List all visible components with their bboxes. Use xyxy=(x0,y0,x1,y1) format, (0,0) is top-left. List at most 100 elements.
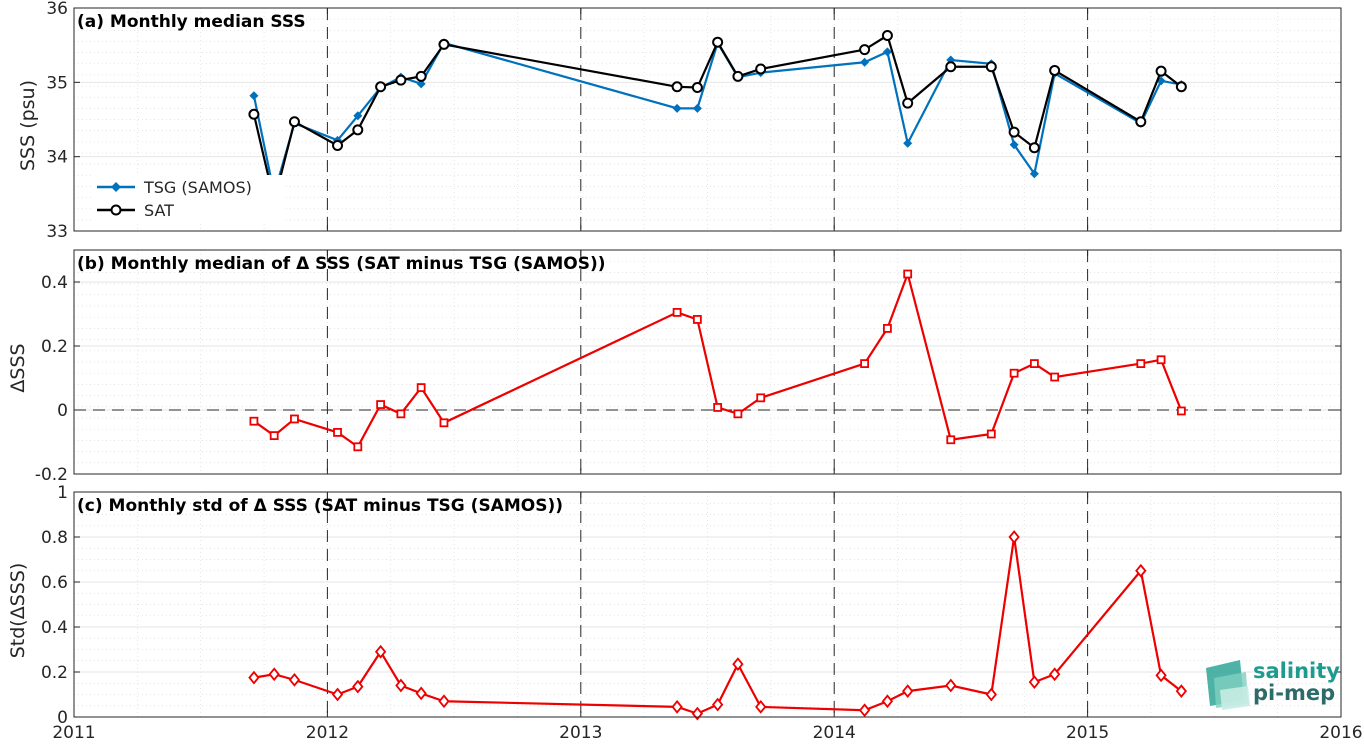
panel-c: 00.20.40.60.81 2011 2012 2013 2014 2015 2016 … xyxy=(7,483,1363,743)
x-tick-label: 2013 xyxy=(559,723,602,743)
legend-tsg-marker xyxy=(111,182,121,192)
data-point xyxy=(1156,355,1166,365)
y-tick-label: 0.4 xyxy=(41,273,68,293)
legend-sat-marker xyxy=(110,204,122,216)
y-tick-label: 34 xyxy=(46,148,68,168)
data-point xyxy=(1135,116,1147,128)
data-point xyxy=(946,435,956,445)
data-point xyxy=(353,442,363,452)
y-tick-label: 35 xyxy=(46,73,68,93)
data-point xyxy=(395,678,407,693)
data-point xyxy=(1155,668,1167,683)
data-point xyxy=(415,686,427,701)
data-point xyxy=(671,81,683,93)
legend: TSG (SAMOS) SAT xyxy=(93,175,283,223)
data-point xyxy=(692,103,702,113)
sat-line xyxy=(252,33,1183,202)
data-point xyxy=(881,30,893,42)
data-point xyxy=(860,57,870,67)
y-tick-label: 0 xyxy=(57,401,68,421)
data-point xyxy=(248,108,260,120)
panel-c-title: (c) Monthly std of Δ SSS (SAT minus TSG … xyxy=(77,496,563,516)
panel-b: -0.2 0 0.2 0.4 (b) Monthly median of Δ SSS … xyxy=(7,249,1342,485)
data-point xyxy=(903,138,913,148)
x-tick-label: 2014 xyxy=(813,723,856,743)
data-point xyxy=(859,44,871,56)
data-point xyxy=(732,70,744,82)
data-point xyxy=(439,418,449,428)
data-point xyxy=(1009,140,1019,150)
delta-sss-line xyxy=(253,536,1183,715)
data-point xyxy=(353,111,363,121)
y-tick-label: 36 xyxy=(46,0,68,19)
data-point xyxy=(352,124,364,136)
data-point xyxy=(733,409,743,419)
data-point xyxy=(396,409,406,419)
x-tick-label: 2012 xyxy=(306,723,349,743)
salinity-pi-mep-logo: salinity pi-mep xyxy=(1206,659,1340,710)
data-point xyxy=(692,315,702,324)
data-point xyxy=(1028,142,1040,154)
data-point xyxy=(352,679,364,694)
data-point xyxy=(671,699,683,714)
data-point xyxy=(1009,368,1019,378)
data-point xyxy=(1175,81,1187,93)
data-point xyxy=(1136,359,1146,369)
data-point xyxy=(1175,684,1188,699)
data-point xyxy=(756,393,766,403)
data-point xyxy=(415,70,427,82)
data-point xyxy=(945,61,957,73)
y-tick-label: 0.4 xyxy=(41,618,68,638)
data-point xyxy=(1008,126,1020,138)
data-point xyxy=(374,644,387,659)
data-point xyxy=(1050,372,1060,382)
data-point xyxy=(288,116,300,128)
data-point xyxy=(1028,675,1041,690)
data-point xyxy=(883,323,892,333)
data-point xyxy=(268,667,280,682)
data-point xyxy=(903,269,913,279)
data-point xyxy=(1029,169,1039,179)
data-point xyxy=(375,81,387,93)
data-point xyxy=(249,416,259,426)
x-tick-label: 2015 xyxy=(1066,723,1109,743)
data-point xyxy=(882,47,892,57)
data-point xyxy=(1008,530,1020,544)
data-point xyxy=(732,657,744,672)
data-point xyxy=(945,678,957,693)
data-point xyxy=(902,684,914,699)
data-point xyxy=(858,703,871,718)
data-point xyxy=(438,694,450,709)
data-point xyxy=(755,63,767,75)
data-point xyxy=(249,91,259,101)
data-point xyxy=(438,38,450,50)
data-point xyxy=(1176,406,1186,416)
data-point xyxy=(1029,359,1039,369)
logo-line1: salinity xyxy=(1253,659,1340,683)
data-point xyxy=(333,427,342,437)
data-point xyxy=(290,414,299,424)
legend-sat-label: SAT xyxy=(144,201,174,220)
data-point xyxy=(1135,563,1147,578)
data-point xyxy=(902,97,914,109)
data-point xyxy=(331,687,344,702)
x-tick-label: 2011 xyxy=(52,723,95,743)
y-tick-label: 0.8 xyxy=(41,528,68,548)
data-point xyxy=(416,79,426,89)
y-tick-label: 0.6 xyxy=(41,573,68,593)
y-tick-label: 1 xyxy=(57,483,68,503)
data-point xyxy=(269,431,279,441)
data-point xyxy=(1048,667,1061,682)
y-tick-label: 0 xyxy=(57,708,68,728)
panel-a: 33 34 35 36 (a) Monthly median SSS SSS (psu… xyxy=(17,0,1342,242)
data-point xyxy=(986,429,996,439)
y-tick-label: -0.2 xyxy=(35,465,68,485)
data-point xyxy=(1155,65,1167,77)
data-point xyxy=(376,400,386,409)
panel-a-title: (a) Monthly median SSS xyxy=(77,12,306,32)
y-tick-label: 0.2 xyxy=(41,337,68,357)
panel-c-ylabel: Std(ΔSSS) xyxy=(7,563,29,659)
y-tick-label: 33 xyxy=(46,222,68,242)
data-point xyxy=(672,307,682,317)
panel-b-ylabel: ΔSSS xyxy=(7,343,29,392)
